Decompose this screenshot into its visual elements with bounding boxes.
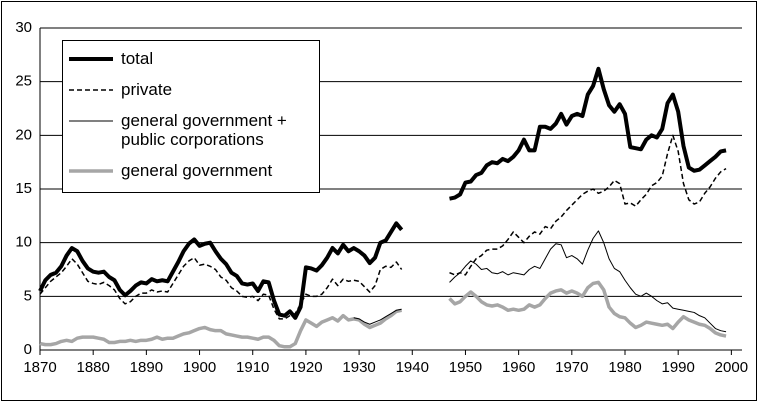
x-tick-label: 1960	[502, 359, 535, 376]
x-tick-label: 2000	[715, 359, 748, 376]
legend-label: general government + public corporations	[121, 111, 287, 149]
y-tick-label: 5	[24, 287, 32, 304]
legend-swatch	[69, 120, 113, 122]
x-tick-label: 1900	[183, 359, 216, 376]
legend-item: private	[69, 80, 313, 99]
series-line	[38, 66, 727, 320]
legend-item: total	[69, 49, 313, 68]
x-tick-label: 1950	[449, 359, 482, 376]
x-tick-label: 1870	[23, 359, 56, 376]
series-line	[353, 230, 727, 333]
x-tick-label: 1970	[555, 359, 588, 376]
series-line	[39, 134, 727, 320]
y-tick-label: 0	[24, 341, 32, 358]
x-tick-label: 1910	[236, 359, 269, 376]
legend-item: general government + public corporations	[69, 111, 313, 149]
x-tick-label: 1880	[76, 359, 109, 376]
legend-item: general government	[69, 161, 313, 180]
legend-label: general government	[121, 161, 273, 180]
x-tick-label: 1980	[608, 359, 641, 376]
y-tick-label: 30	[15, 19, 32, 36]
y-tick-label: 10	[15, 234, 32, 251]
x-tick-label: 1920	[289, 359, 322, 376]
legend-swatch	[69, 57, 113, 61]
x-tick-label: 1930	[342, 359, 375, 376]
y-tick-label: 15	[15, 180, 32, 197]
y-tick-label: 25	[15, 73, 32, 90]
legend: total private general government + public …	[62, 40, 320, 193]
y-tick-label: 20	[15, 126, 32, 143]
legend-swatch	[69, 169, 113, 173]
x-tick-label: 1890	[130, 359, 163, 376]
series-line	[39, 280, 727, 349]
legend-label: total	[121, 49, 154, 68]
x-tick-label: 1990	[661, 359, 694, 376]
legend-swatch	[69, 89, 113, 91]
legend-label: private	[121, 80, 173, 99]
x-tick-label: 1940	[396, 359, 429, 376]
